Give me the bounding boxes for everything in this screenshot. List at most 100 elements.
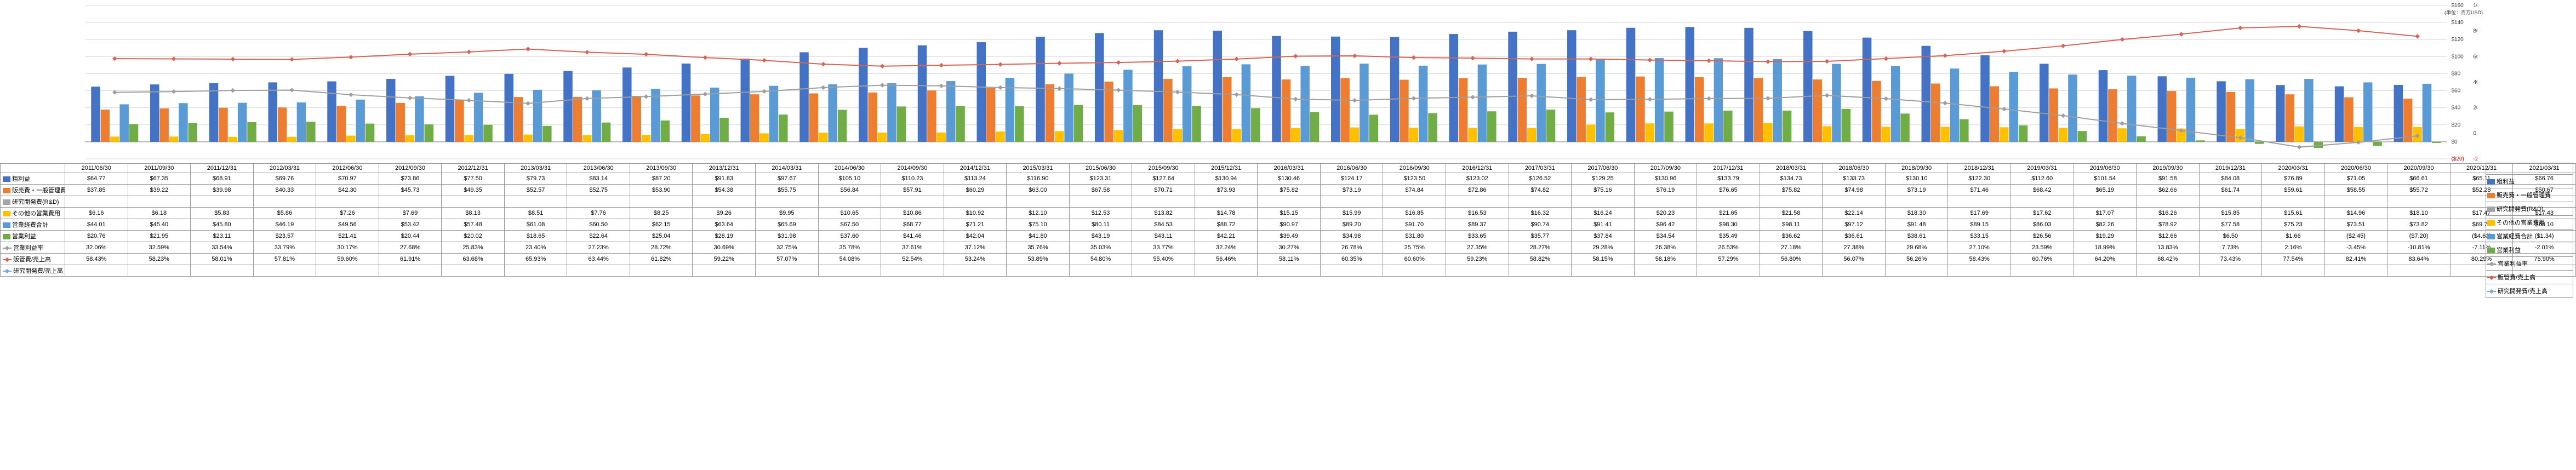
marker-op_margin xyxy=(408,96,412,100)
bar-other_opex xyxy=(1350,128,1360,142)
bar-gross_profit xyxy=(918,45,927,142)
period-header: 2015/03/31 xyxy=(1007,164,1070,173)
bar-other_opex xyxy=(1468,128,1477,142)
bar-gross_profit xyxy=(1095,33,1104,142)
bar-other_opex xyxy=(701,134,710,141)
bar-sga xyxy=(1577,77,1586,142)
row-gross_profit: 粗利益$64.77$67.35$68.91$69.76$70.97$73.86$… xyxy=(1,173,2576,185)
bar-opex_total xyxy=(179,103,188,142)
bar-gross_profit xyxy=(2394,85,2403,142)
bar-op_income xyxy=(1723,111,1733,142)
bar-op_income xyxy=(483,125,493,142)
bar-other_opex xyxy=(2059,128,2068,142)
svg-text:-20.00%: -20.00% xyxy=(2474,156,2478,162)
bar-other_opex xyxy=(1763,123,1773,141)
bar-other_opex xyxy=(346,136,356,142)
marker-sga_ratio xyxy=(1412,55,1416,60)
period-header: 2014/12/31 xyxy=(944,164,1007,173)
period-header: 2020/09/30 xyxy=(2387,164,2451,173)
data-table-area: 2011/06/302011/09/302011/12/312012/03/31… xyxy=(0,163,2576,277)
row-sga_ratio: 販管費/売上高58.43%58.23%58.01%57.81%59.60%61.… xyxy=(1,254,2576,265)
bar-sga xyxy=(1223,77,1232,142)
marker-sga_ratio xyxy=(1943,53,1947,58)
bar-sga xyxy=(2226,92,2236,142)
bar-gross_profit xyxy=(1744,28,1753,142)
bar-op_income xyxy=(1310,112,1320,141)
period-header: 2015/06/30 xyxy=(1069,164,1132,173)
period-header: 2013/06/30 xyxy=(567,164,630,173)
marker-sga_ratio xyxy=(644,52,648,56)
bar-gross_profit xyxy=(1626,28,1636,142)
bar-sga xyxy=(986,88,996,142)
bar-opex_total xyxy=(1832,64,1841,142)
bar-opex_total xyxy=(2068,74,2077,142)
bar-other_opex xyxy=(1586,124,1596,141)
bar-sga xyxy=(1400,80,1409,142)
bar-gross_profit xyxy=(1686,27,1695,142)
marker-sga_ratio xyxy=(2238,26,2242,30)
marker-op_margin xyxy=(1412,96,1416,100)
marker-op_margin xyxy=(2061,113,2065,118)
bar-gross_profit xyxy=(1863,38,1872,142)
bar-op_income xyxy=(129,124,139,142)
bar-sga xyxy=(1282,79,1291,142)
bar-other_opex xyxy=(1232,129,1241,142)
marker-op_margin xyxy=(1648,97,1652,101)
bar-sga xyxy=(2167,91,2177,142)
bar-gross_profit xyxy=(2276,85,2285,142)
bar-sga xyxy=(2108,89,2117,142)
bar-sga xyxy=(1518,78,1527,142)
bar-other_opex xyxy=(1291,128,1300,142)
row-op_margin-label: 営業利益率 xyxy=(1,242,65,254)
bar-sga xyxy=(927,90,936,142)
bar-other_opex xyxy=(229,137,238,142)
marker-sga_ratio xyxy=(762,58,766,62)
bar-opex_total xyxy=(1714,58,1723,142)
period-header: 2020/03/31 xyxy=(2262,164,2325,173)
bar-op_income xyxy=(1960,119,1969,142)
bar-gross_profit xyxy=(1213,31,1223,142)
bar-other_opex xyxy=(1823,126,1832,141)
bar-other_opex xyxy=(2000,127,2009,142)
bar-sga xyxy=(396,103,405,142)
marker-sga_ratio xyxy=(585,50,589,54)
marker-op_margin xyxy=(289,88,294,92)
bar-gross_profit xyxy=(327,81,336,141)
marker-op_margin xyxy=(1884,96,1888,101)
bar-other_opex xyxy=(759,133,769,141)
bar-sga xyxy=(455,100,464,142)
row-other_opex-label: その他の営業費用 xyxy=(1,208,65,219)
line-sga_ratio xyxy=(115,26,2417,66)
svg-text:$160: $160 xyxy=(2452,3,2464,9)
bar-gross_profit xyxy=(445,76,455,142)
right-legend: 粗利益販売費・一般管理費研究開発費(R&D)その他の営業費用営業経費合計営業利益… xyxy=(2486,163,2573,298)
bar-op_income xyxy=(365,124,375,142)
period-header: 2019/06/30 xyxy=(2074,164,2137,173)
bar-other_opex xyxy=(287,137,296,142)
row-op_income: 営業利益$20.76$21.95$23.11$23.57$21.41$20.44… xyxy=(1,231,2576,242)
bar-other_opex xyxy=(642,135,651,142)
marker-sga_ratio xyxy=(998,62,1002,66)
bar-sga xyxy=(1754,78,1763,142)
bar-op_income xyxy=(956,106,965,141)
right-legend-gross_profit: 粗利益 xyxy=(2486,174,2573,188)
bar-op_income xyxy=(2255,142,2264,144)
bar-gross_profit xyxy=(269,82,278,142)
bar-opex_total xyxy=(2423,84,2432,142)
marker-op_margin xyxy=(821,85,825,90)
row-sga-label: 販売費・一般管理費 xyxy=(1,185,65,196)
period-header: 2017/12/31 xyxy=(1697,164,1760,173)
svg-text:$140: $140 xyxy=(2452,20,2464,26)
period-header: 2018/06/30 xyxy=(1823,164,1886,173)
right-legend-sga_ratio: 販管費/売上高 xyxy=(2486,270,2573,284)
bar-sga xyxy=(691,95,700,142)
bar-sga xyxy=(278,107,287,142)
bar-sga xyxy=(868,93,877,142)
row-rd_ratio-label: 研究開発費/売上高 xyxy=(1,265,65,277)
marker-op_margin xyxy=(880,83,884,87)
marker-op_margin xyxy=(585,96,589,101)
marker-sga_ratio xyxy=(2356,28,2361,33)
bar-other_opex xyxy=(1173,129,1183,142)
bar-opex_total xyxy=(769,86,779,142)
bar-opex_total xyxy=(2127,76,2137,142)
